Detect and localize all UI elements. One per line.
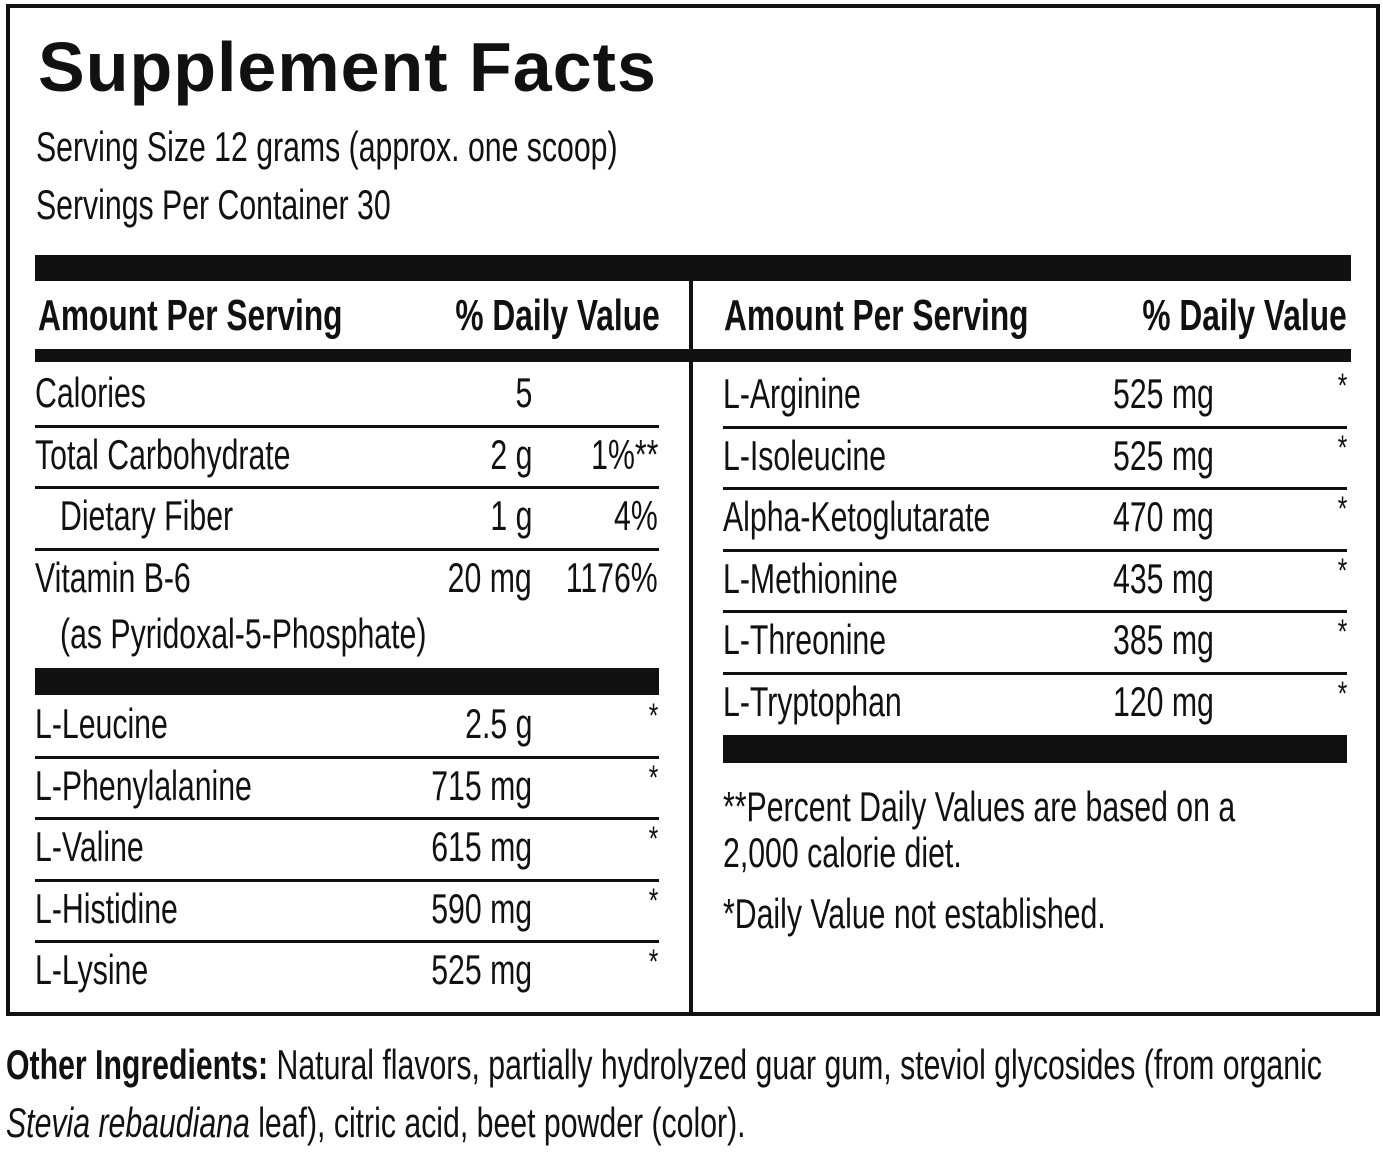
amount: 1 g [489,492,532,539]
row-rule [35,940,659,943]
row-rule [723,548,1347,552]
column-header: Amount Per Serving [38,291,343,340]
amount: 120 mg [1113,677,1214,725]
footnote: **Percent Daily Values are based on a [723,783,1236,830]
nutrient-name: Calories [35,369,146,416]
amount: 525 mg [1113,370,1214,417]
daily-value: 4% [614,492,658,539]
text: Natural flavors, partially hydrolyzed gu… [276,1041,1322,1088]
row-rule [35,878,659,882]
row-rule [35,486,659,489]
daily-value: 1%** [590,430,658,478]
row-rule [35,817,659,820]
amount: 715 mg [431,761,532,809]
row-rule [35,547,659,551]
text: leaf), citric acid, beet powder (color). [258,1099,746,1146]
serving-size: Serving Size 12 grams (approx. one scoop… [36,123,618,170]
nutrient-name: L-Tryptophan [723,677,902,725]
nutrient-name: L-Phenylalanine [35,761,252,809]
nutrient-note: (as Pyridoxal-5-Phosphate) [60,609,427,657]
nutrient-name: Vitamin B-6 [35,553,191,601]
row-rule [723,425,1347,429]
nutrient-name: L-Arginine [723,370,861,417]
daily-value: 1176% [566,553,658,601]
daily-value: * [648,943,658,981]
daily-value: * [1337,551,1347,590]
amount: 2 g [489,430,532,478]
section-bar [723,735,1347,763]
amount: 435 mg [1113,554,1214,602]
row-rule [723,610,1347,613]
nutrient-name: L-Threonine [723,616,887,663]
column-divider [689,281,693,1012]
nutrient-name: L-Lysine [35,946,149,993]
row-rule [723,671,1347,675]
amount: 590 mg [431,884,532,932]
amount: 470 mg [1113,493,1214,540]
amount: 615 mg [431,823,532,870]
nutrient-name: Alpha-Ketoglutarate [723,493,991,540]
nutrient-name: L-Histidine [35,884,178,932]
nutrient-name: L-Valine [35,823,144,870]
row-rule [723,487,1347,490]
amount: 385 mg [1113,616,1214,663]
amount: 5 [515,369,532,416]
thick-bar [35,255,1351,281]
daily-value: * [648,697,658,735]
daily-value: * [648,881,658,920]
daily-value: * [648,758,658,797]
nutrient-name: Total Carbohydrate [35,430,291,478]
servings-per-container: Servings Per Container 30 [36,181,391,228]
amount: 20 mg [447,553,532,601]
nutrient-name: L-Isoleucine [723,431,887,479]
other-ingredients: Other Ingredients: Natural flavors, part… [6,1036,1345,1152]
column-header: % Daily Value [455,291,660,340]
amount: 525 mg [431,946,532,993]
other-ingredients-label: Other Ingredients: [6,1041,269,1088]
row-rule [35,755,659,759]
daily-value: * [648,820,658,858]
footnote: *Daily Value not established. [723,890,1106,937]
column-header: Amount Per Serving [724,291,1029,340]
header-bar [35,349,1351,362]
column-header: % Daily Value [1142,291,1347,340]
row-rule [35,424,659,428]
footnote: 2,000 calorie diet. [723,829,962,876]
section-bar [35,668,659,695]
nutrient-name: Dietary Fiber [60,492,234,539]
italic-text: Stevia rebaudiana [6,1099,250,1146]
daily-value: * [1337,367,1347,405]
title: Supplement Facts [38,28,657,106]
daily-value: * [1337,613,1347,651]
nutrient-name: L-Methionine [723,554,898,602]
amount: 525 mg [1113,431,1214,479]
label-border [6,4,1380,1016]
daily-value: * [1337,674,1347,713]
nutrient-name: L-Leucine [35,700,168,747]
daily-value: * [1337,490,1347,528]
daily-value: * [1337,428,1347,467]
amount: 2.5 g [464,700,532,747]
